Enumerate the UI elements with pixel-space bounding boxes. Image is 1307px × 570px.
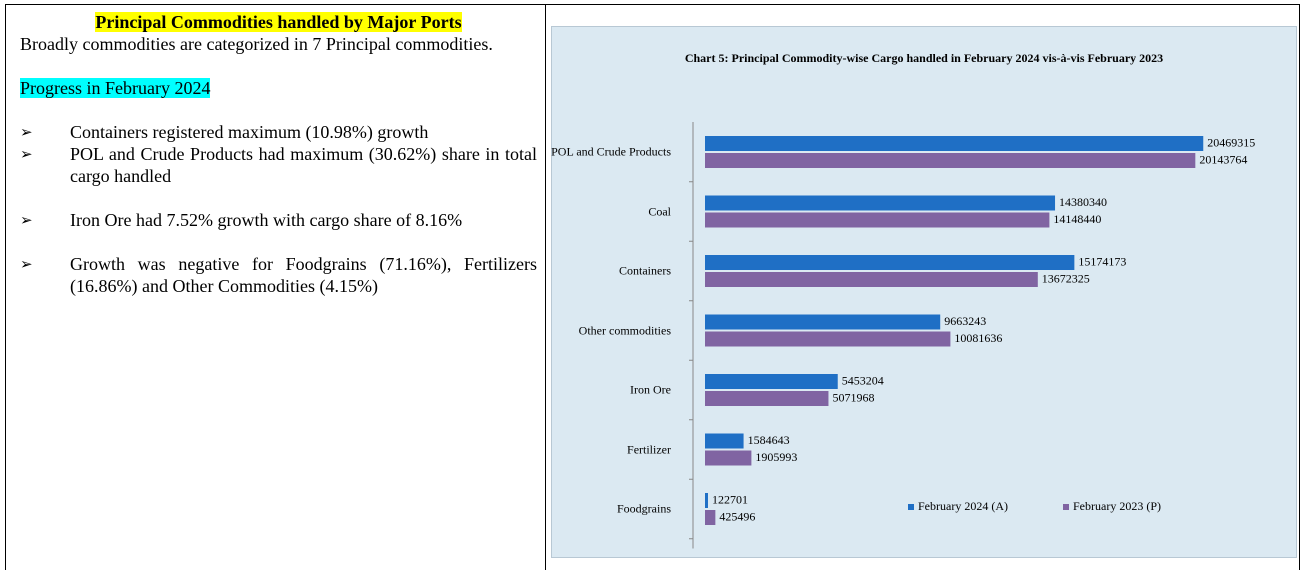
bar [705,136,1204,151]
value-label: 9663243 [944,314,986,328]
value-label: 5453204 [842,373,884,387]
value-label: 13672325 [1042,271,1090,285]
category-label: Coal [648,204,671,218]
bullet: POL and Crude Products had maximum (30.6… [20,143,537,187]
bullet: Growth was negative for Foodgrains (71.1… [20,253,537,297]
bar [705,153,1196,168]
legend-swatch [1063,504,1069,510]
text-cell: Principal Commodities handled by Major P… [6,5,546,570]
legend-label: February 2023 (P) [1073,499,1161,513]
chart-svg: Chart 5: Principal Commodity-wise Cargo … [685,51,1255,549]
bar [705,510,716,525]
subheading-text: Progress in February 2024 [20,78,211,98]
chart-title: Chart 5: Principal Commodity-wise Cargo … [685,51,1163,65]
legend-swatch [908,504,914,510]
bullet: Containers registered maximum (10.98%) g… [20,121,537,143]
bar [705,374,838,389]
category-label: Other commodities [578,323,671,337]
value-label: 20469315 [1207,135,1255,149]
bar [705,314,941,330]
bar [705,331,951,347]
subheading: Progress in February 2024 [20,77,537,99]
value-label: 10081636 [954,331,1002,345]
category-label: Iron Ore [630,382,671,397]
bar [705,272,1038,287]
value-label: 5071968 [832,390,874,404]
intro: Broadly commodities are categorized in 7… [20,34,493,54]
bar [705,493,708,508]
bar [705,255,1075,270]
category-label: Foodgrains [617,501,671,516]
bullet: Iron Ore had 7.52% growth with cargo sha… [20,209,537,231]
value-label: 425496 [719,509,755,523]
value-label: 1584643 [748,433,790,447]
category-label: POL and Crude Products [551,144,671,159]
bar [705,212,1050,228]
value-label: 14148440 [1053,212,1101,226]
value-label: 15174173 [1078,254,1126,268]
page: Principal Commodities handled by Major P… [5,4,1300,570]
category-label: Containers [619,263,671,278]
legend-label: February 2024 (A) [918,499,1008,513]
value-label: 1905993 [755,450,797,464]
value-label: 20143764 [1199,152,1247,166]
bar [705,433,744,449]
bar [705,450,752,466]
category-label: Fertilizer [627,442,671,456]
bar [705,391,829,406]
heading: Principal Commodities handled by Major P… [20,11,537,33]
heading-text: Principal Commodities handled by Major P… [95,12,462,32]
bar [705,195,1056,211]
chart: Chart 5: Principal Commodity-wise Cargo … [551,26,1297,558]
bullet-list: Containers registered maximum (10.98%) g… [20,121,537,297]
value-label: 14380340 [1059,195,1107,209]
value-label: 122701 [712,492,748,506]
